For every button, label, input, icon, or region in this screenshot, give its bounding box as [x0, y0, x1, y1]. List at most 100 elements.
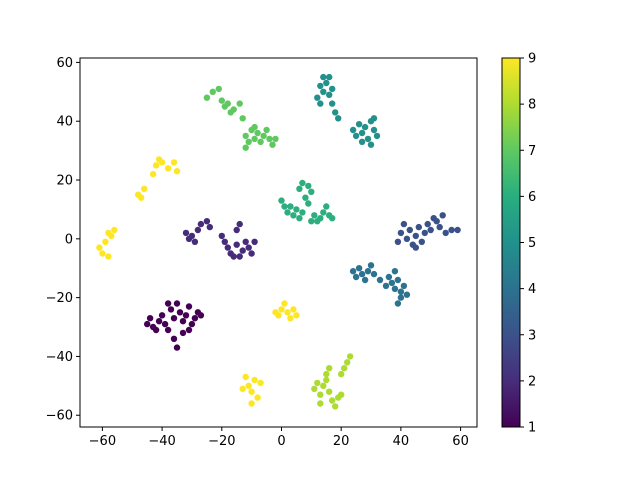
scatter-point: [341, 365, 348, 372]
scatter-point: [152, 162, 160, 169]
scatter-point: [335, 115, 342, 122]
scatter-point: [263, 126, 270, 134]
scatter-point: [311, 385, 318, 392]
scatter-point: [361, 123, 369, 131]
scatter-point: [317, 100, 324, 107]
scatter-point: [376, 276, 384, 284]
scatter-point: [326, 388, 333, 395]
x-tick-label: 0: [277, 434, 285, 449]
scatter-point: [260, 132, 267, 140]
scatter-point: [418, 238, 425, 245]
scatter-point: [99, 250, 106, 257]
scatter-point: [230, 106, 237, 113]
scatter-point: [352, 273, 360, 281]
scatter-point: [239, 115, 246, 122]
scatter-point: [349, 126, 357, 134]
scatter-point: [397, 294, 405, 301]
scatter-point: [323, 370, 330, 378]
scatter-point: [242, 238, 249, 245]
scatter-point: [179, 318, 187, 325]
scatter-point: [329, 100, 336, 107]
scatter-point: [242, 144, 249, 151]
scatter-point: [433, 218, 440, 225]
x-tick-label: −60: [89, 434, 116, 449]
scatter-point: [355, 121, 363, 128]
scatter-point: [317, 82, 324, 90]
scatter-point: [194, 226, 202, 234]
scatter-point: [191, 238, 199, 245]
scatter-point: [367, 141, 375, 148]
scatter-point: [242, 132, 249, 140]
scatter-point: [320, 209, 327, 216]
scatter-point: [281, 203, 288, 210]
scatter-point: [326, 365, 333, 372]
y-axis: −60 −40 −20 0 20 40 60: [46, 56, 80, 424]
scatter-point: [272, 309, 279, 316]
scatter-point: [164, 326, 172, 334]
scatter-point: [403, 291, 411, 298]
scatter-point: [284, 309, 291, 316]
scatter-point: [248, 400, 255, 407]
scatter-point: [415, 223, 422, 231]
scatter-point: [355, 265, 363, 272]
scatter-point: [373, 132, 381, 140]
scatter-point: [388, 279, 396, 287]
scatter-point: [278, 197, 285, 204]
scatter-point: [254, 394, 261, 401]
scatter-point: [394, 276, 402, 284]
scatter-point: [179, 329, 187, 337]
scatter-point: [266, 135, 273, 143]
scatter-point: [391, 268, 399, 275]
scatter-point: [254, 129, 261, 137]
scatter-point: [197, 312, 205, 319]
scatter-point: [358, 129, 366, 137]
scatter-point: [284, 209, 291, 216]
scatter-point: [400, 282, 408, 290]
scatter-point: [245, 244, 252, 251]
scatter-point: [290, 306, 297, 313]
scatter-point: [102, 238, 109, 245]
scatter-point: [185, 303, 193, 310]
scatter-point: [233, 241, 240, 248]
scatter-point: [146, 315, 154, 322]
scatter-point: [218, 97, 225, 104]
scatter-point: [242, 373, 249, 381]
colorbar-tick-label: 6: [528, 190, 536, 205]
scatter-point: [394, 238, 402, 245]
scatter-point: [296, 185, 303, 192]
scatter-point: [108, 232, 115, 240]
y-tick-label: 60: [56, 56, 73, 71]
scatter-point: [170, 159, 178, 166]
scatter-point: [323, 203, 330, 210]
scatter-point: [349, 268, 357, 275]
scatter-point: [105, 253, 112, 260]
scatter-point: [257, 138, 264, 145]
scatter-point: [251, 123, 258, 131]
scatter-point: [236, 220, 243, 228]
scatter-point: [152, 326, 160, 334]
scatter-point: [173, 300, 181, 307]
scatter-point: [144, 320, 151, 328]
x-tick-label: 40: [393, 434, 410, 449]
scatter-point: [317, 400, 324, 407]
scatter-point: [326, 91, 333, 99]
scatter-point: [221, 238, 228, 245]
scatter-point: [203, 94, 211, 101]
scatter-point: [96, 244, 103, 251]
x-tick-label: 60: [452, 434, 469, 449]
scatter-point: [173, 344, 181, 351]
colorbar-axis: 1 2 3 4 5 6 7 8 9: [520, 52, 536, 436]
colorbar-tick-label: 4: [528, 282, 536, 297]
scatter-point: [173, 168, 181, 175]
scatter-point: [454, 226, 461, 234]
scatter-point: [164, 300, 172, 307]
scatter-point: [239, 385, 246, 392]
colorbar-tick-label: 2: [528, 374, 536, 389]
scatter-point: [161, 320, 169, 328]
scatter-point: [209, 88, 216, 96]
scatter-point: [320, 73, 327, 81]
scatter-point: [326, 73, 333, 81]
scatter-point: [370, 115, 378, 122]
scatter-point: [278, 306, 285, 313]
